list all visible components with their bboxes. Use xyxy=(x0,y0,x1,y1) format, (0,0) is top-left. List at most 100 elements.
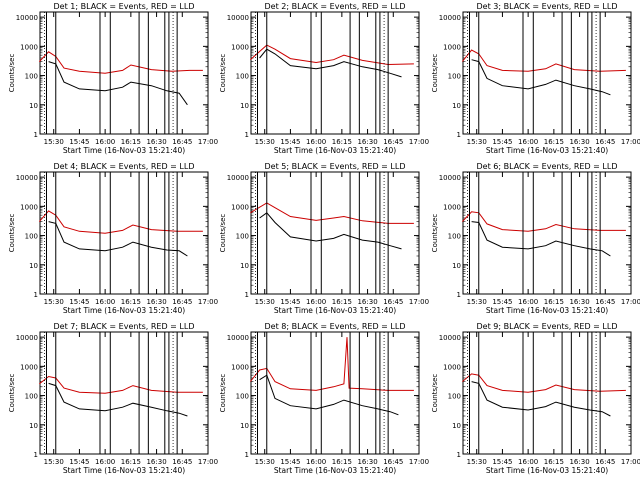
x-axis-label: Start Time (16-Nov-03 15:21:40) xyxy=(274,466,396,475)
y-axis-label: Counts/sec xyxy=(219,214,227,253)
y-tick-label: 1 xyxy=(457,291,461,299)
panel-title: Det 1; BLACK = Events, RED = LLD xyxy=(54,2,195,11)
x-tick-label: 15:30 xyxy=(255,298,275,306)
y-tick-label: 1 xyxy=(245,291,249,299)
panel-det-7: Det 7; BLACK = Events, RED = LLD 1 10 100 10… xyxy=(8,322,218,475)
y-tick-label: 100 xyxy=(236,393,249,401)
events-series-line xyxy=(471,59,611,96)
y-tick-label: 1 xyxy=(34,451,38,459)
y-tick-label: 100 xyxy=(25,233,38,241)
x-tick-label: 16:00 xyxy=(95,138,115,146)
y-tick-label: 100 xyxy=(448,233,461,241)
panel-title: Det 2; BLACK = Events, RED = LLD xyxy=(265,2,406,11)
x-tick-label: 16:45 xyxy=(172,138,192,146)
plot-frame xyxy=(462,331,632,455)
x-tick-label: 16:45 xyxy=(595,138,615,146)
x-tick-label: 17:00 xyxy=(198,458,218,466)
x-axis-label: Start Time (16-Nov-03 15:21:40) xyxy=(274,306,396,315)
x-tick-label: 15:30 xyxy=(467,138,487,146)
events-series-line xyxy=(48,61,188,106)
plot-frame xyxy=(462,171,632,295)
x-tick-label: 17:00 xyxy=(409,138,429,146)
x-tick-label: 16:30 xyxy=(357,138,377,146)
panel-title: Det 7; BLACK = Events, RED = LLD xyxy=(54,322,195,331)
events-series-line xyxy=(48,221,188,257)
plot-frame xyxy=(462,11,632,135)
x-tick-label: 16:45 xyxy=(383,298,403,306)
x-tick-label: 16:00 xyxy=(518,298,538,306)
y-tick-label: 1000 xyxy=(20,43,38,51)
y-tick-label: 100 xyxy=(25,393,38,401)
plot-frame xyxy=(39,331,209,455)
y-tick-label: 10000 xyxy=(16,174,38,182)
panel-title: Det 5; BLACK = Events, RED = LLD xyxy=(265,162,406,171)
x-axis-label: Start Time (16-Nov-03 15:21:40) xyxy=(274,146,396,155)
lld-series-line xyxy=(249,337,414,391)
y-tick-label: 1000 xyxy=(20,203,38,211)
x-axis-label: Start Time (16-Nov-03 15:21:40) xyxy=(63,306,185,315)
x-tick-label: 15:45 xyxy=(492,298,512,306)
x-tick-label: 16:45 xyxy=(383,458,403,466)
x-tick-label: 17:00 xyxy=(621,458,640,466)
lld-series-line xyxy=(38,51,203,74)
y-tick-label: 1000 xyxy=(231,363,249,371)
y-tick-label: 1000 xyxy=(231,203,249,211)
panel-det-1: Det 1; BLACK = Events, RED = LLD 1 10 100 10… xyxy=(8,2,218,155)
lld-series-line xyxy=(461,211,626,232)
x-tick-label: 16:15 xyxy=(121,138,141,146)
panel-title: Det 4; BLACK = Events, RED = LLD xyxy=(54,162,195,171)
y-tick-label: 10 xyxy=(29,262,38,270)
y-tick-label: 1 xyxy=(34,291,38,299)
x-tick-label: 16:00 xyxy=(306,458,326,466)
panel-det-8: Det 8; BLACK = Events, RED = LLD 1 10 100 10… xyxy=(219,322,429,475)
events-series-line xyxy=(259,374,399,416)
x-tick-label: 15:45 xyxy=(69,458,89,466)
x-tick-label: 16:00 xyxy=(95,458,115,466)
panel-det-4: Det 4; BLACK = Events, RED = LLD 1 10 100 10… xyxy=(8,162,218,315)
y-tick-label: 100 xyxy=(236,73,249,81)
plot-frame xyxy=(250,331,420,455)
x-tick-label: 15:30 xyxy=(44,298,64,306)
y-tick-label: 10000 xyxy=(227,174,249,182)
x-tick-label: 15:45 xyxy=(280,458,300,466)
x-axis-label: Start Time (16-Nov-03 15:21:40) xyxy=(486,466,608,475)
y-tick-label: 10000 xyxy=(439,334,461,342)
y-tick-label: 1 xyxy=(457,131,461,139)
x-tick-label: 16:00 xyxy=(306,298,326,306)
y-tick-label: 10 xyxy=(240,262,249,270)
lld-series-line xyxy=(461,373,626,393)
y-tick-label: 1 xyxy=(245,451,249,459)
x-tick-label: 16:30 xyxy=(569,138,589,146)
y-axis-label: Counts/sec xyxy=(8,214,16,253)
plot-frame xyxy=(250,11,420,135)
y-tick-label: 1 xyxy=(245,131,249,139)
x-tick-label: 16:45 xyxy=(172,458,192,466)
panel-title: Det 3; BLACK = Events, RED = LLD xyxy=(477,2,618,11)
y-tick-label: 100 xyxy=(25,73,38,81)
x-tick-label: 16:00 xyxy=(95,298,115,306)
x-tick-label: 16:15 xyxy=(544,458,564,466)
x-tick-label: 16:15 xyxy=(121,458,141,466)
x-tick-label: 17:00 xyxy=(198,138,218,146)
y-axis-label: Counts/sec xyxy=(8,54,16,93)
x-tick-label: 16:30 xyxy=(357,298,377,306)
x-tick-label: 16:15 xyxy=(332,298,352,306)
x-axis-label: Start Time (16-Nov-03 15:21:40) xyxy=(63,146,185,155)
x-tick-label: 16:15 xyxy=(544,298,564,306)
x-tick-label: 16:00 xyxy=(306,138,326,146)
events-series-line xyxy=(471,221,611,257)
y-tick-label: 1000 xyxy=(443,203,461,211)
plot-frame xyxy=(250,171,420,295)
lld-series-line xyxy=(38,375,203,394)
panel-title: Det 9; BLACK = Events, RED = LLD xyxy=(477,322,618,331)
x-tick-label: 16:00 xyxy=(518,138,538,146)
x-tick-label: 16:30 xyxy=(569,298,589,306)
x-tick-label: 16:30 xyxy=(569,458,589,466)
y-tick-label: 10 xyxy=(240,102,249,110)
y-tick-label: 10000 xyxy=(227,334,249,342)
x-tick-label: 15:30 xyxy=(467,458,487,466)
y-axis-label: Counts/sec xyxy=(431,214,439,253)
panel-det-3: Det 3; BLACK = Events, RED = LLD 1 10 100 10… xyxy=(431,2,640,155)
